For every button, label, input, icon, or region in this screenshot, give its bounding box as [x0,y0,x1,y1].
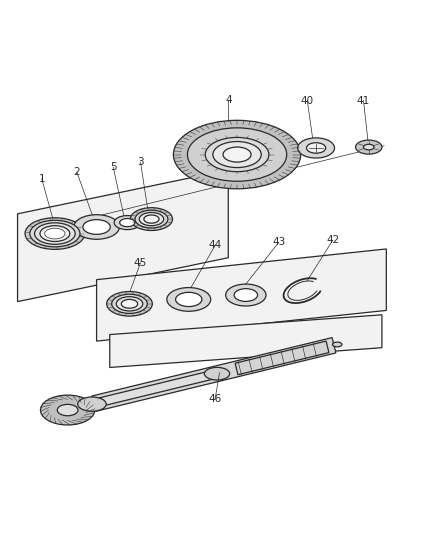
Text: 5: 5 [110,162,117,172]
Polygon shape [235,341,328,375]
Text: 40: 40 [300,95,313,106]
Text: 45: 45 [134,258,147,268]
Ellipse shape [116,297,142,311]
Text: 4: 4 [224,95,231,104]
Ellipse shape [40,225,70,241]
Ellipse shape [106,292,152,316]
Ellipse shape [25,218,85,249]
Ellipse shape [144,215,159,223]
Ellipse shape [114,215,140,230]
Ellipse shape [83,220,110,235]
Ellipse shape [187,128,286,181]
Polygon shape [110,315,381,367]
Ellipse shape [35,223,75,244]
Ellipse shape [121,300,138,308]
Polygon shape [18,170,228,302]
Text: 1: 1 [38,174,45,184]
Text: 42: 42 [325,235,339,245]
Ellipse shape [173,120,300,189]
Polygon shape [99,370,214,406]
Ellipse shape [135,210,167,228]
Text: 2: 2 [73,167,80,177]
Ellipse shape [205,138,268,172]
Ellipse shape [166,288,210,311]
Text: 3: 3 [137,157,144,167]
Polygon shape [40,395,95,425]
Text: 46: 46 [208,394,221,404]
Text: 43: 43 [272,237,285,247]
Ellipse shape [212,142,261,167]
Polygon shape [92,337,335,411]
Text: 41: 41 [356,95,369,106]
Ellipse shape [297,138,334,158]
Ellipse shape [45,228,65,239]
Ellipse shape [363,144,373,150]
Polygon shape [96,249,385,341]
Ellipse shape [225,284,265,306]
Ellipse shape [223,147,251,162]
Ellipse shape [355,140,381,154]
Text: 44: 44 [208,240,221,251]
Ellipse shape [130,208,172,230]
Ellipse shape [120,219,134,227]
Ellipse shape [111,294,147,313]
Ellipse shape [74,215,119,239]
Ellipse shape [233,289,257,301]
Ellipse shape [306,143,325,153]
Ellipse shape [57,405,78,416]
Ellipse shape [30,220,80,247]
Ellipse shape [332,342,341,347]
Ellipse shape [175,292,201,306]
Ellipse shape [78,397,106,411]
Ellipse shape [204,367,229,380]
Ellipse shape [139,213,163,225]
